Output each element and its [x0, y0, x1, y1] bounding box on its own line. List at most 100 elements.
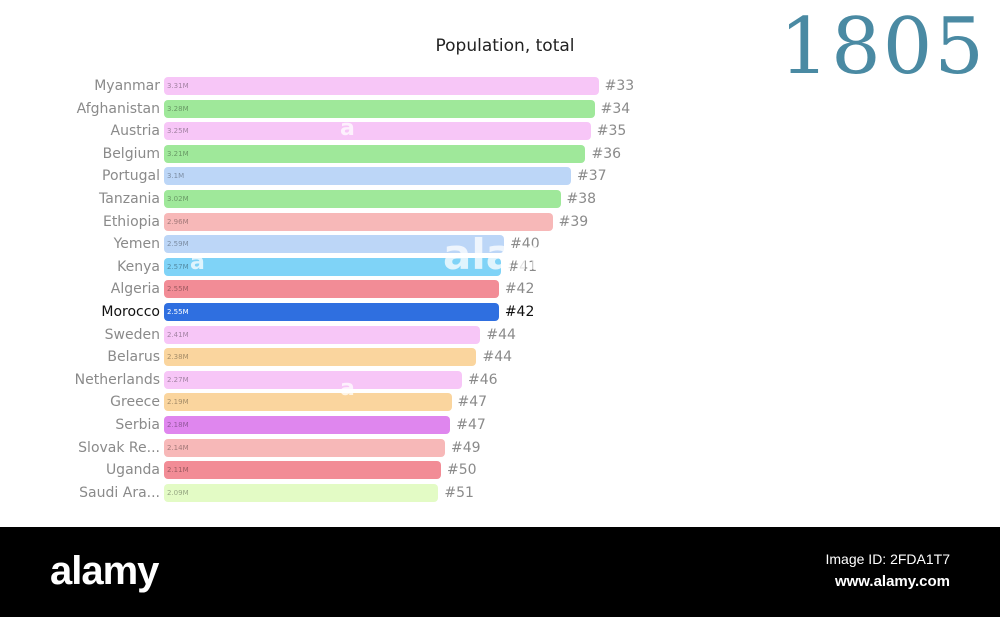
country-label: Belarus	[107, 349, 160, 366]
bar-row: Tanzania 3.02M #38	[0, 189, 1000, 209]
bar-row: Myanmar 3.31M #33	[0, 76, 1000, 96]
bar-row: Portugal 3.1M #37	[0, 166, 1000, 186]
bar-chart: Myanmar 3.31M #33 Afghanistan 3.28M #34 Austri…	[0, 76, 1000, 503]
rank-label: #33	[604, 78, 635, 94]
value-label: 2.19M	[167, 398, 189, 407]
country-label: Morocco	[101, 304, 160, 320]
bar-row: Greece 2.19M #47	[0, 392, 1000, 412]
value-label: 2.27M	[167, 375, 189, 384]
bar-row: Uganda 2.11M #50	[0, 460, 1000, 480]
bar	[164, 280, 499, 299]
rank-label: #51	[444, 484, 474, 501]
bar	[164, 416, 451, 434]
watermark-small-3: a	[340, 376, 355, 401]
chart-area: Population, total 1805 Myanmar 3.31M #33 Af…	[0, 2, 1000, 503]
bar	[164, 303, 499, 321]
bar-row: Algeria 2.55M #42	[0, 279, 1000, 299]
bar	[164, 325, 481, 344]
value-label: 2.57M	[167, 262, 189, 271]
bar-row: Kenya 2.57M #41	[0, 257, 1000, 277]
watermark-small-1: a	[340, 116, 355, 141]
footer-bar: alamy Image ID: 2FDA1T7 www.alamy.com	[0, 527, 1000, 617]
bar-row: Morocco 2.55M #42	[0, 302, 1000, 322]
bar-row: Yemen 2.59M #40	[0, 234, 1000, 254]
country-label: Ethiopia	[102, 213, 160, 230]
rank-label: #35	[596, 123, 627, 140]
country-label: Sweden	[104, 326, 160, 343]
bar	[164, 438, 445, 457]
country-label: Greece	[110, 394, 160, 411]
rank-label: #39	[558, 213, 589, 230]
rank-label: #34	[600, 100, 631, 117]
bar-row: Serbia 2.18M #47	[0, 415, 1000, 435]
bar	[164, 393, 452, 412]
value-label: 2.55M	[167, 308, 189, 316]
bar-row: Sweden 2.41M #44	[0, 325, 1000, 345]
rank-label: #41	[507, 258, 537, 275]
bar-row: Netherlands 2.27M #46	[0, 370, 1000, 390]
country-label: Belgium	[102, 145, 160, 162]
country-label: Tanzania	[99, 191, 160, 207]
bar-row: Belarus 2.38M #44	[0, 347, 1000, 367]
watermark-small-2: a	[190, 250, 205, 275]
year-label: 1805	[779, 2, 986, 92]
bar-row: Afghanistan 3.28M #34	[0, 99, 1000, 119]
value-label: 3.31M	[167, 82, 189, 90]
rank-label: #42	[504, 281, 535, 298]
bar	[164, 370, 463, 389]
bar	[164, 212, 553, 231]
country-label: Slovak Re...	[78, 439, 160, 456]
value-label: 2.55M	[167, 285, 189, 294]
chart-title: Population, total	[435, 36, 575, 56]
value-label: 2.96M	[167, 217, 189, 226]
image-id: Image ID: 2FDA1T7	[825, 551, 951, 567]
bar	[164, 77, 599, 95]
rank-label: #47	[456, 417, 486, 433]
country-label: Yemen	[113, 236, 160, 253]
bar	[164, 348, 477, 367]
bar-row: Slovak Re... 2.14M #49	[0, 438, 1000, 458]
bar-row: Belgium 3.21M #36	[0, 144, 1000, 164]
bar	[164, 99, 595, 118]
country-label: Portugal	[102, 168, 160, 185]
bar	[164, 483, 439, 502]
rank-label: #37	[577, 168, 607, 185]
value-label: 2.11M	[167, 466, 189, 475]
alamy-logo: alamy	[50, 549, 159, 593]
country-label: Kenya	[117, 258, 160, 275]
bar	[164, 461, 442, 480]
country-label: Myanmar	[94, 78, 160, 94]
rank-label: #38	[566, 191, 597, 207]
rank-label: #44	[482, 349, 513, 366]
value-label: 2.09M	[167, 488, 189, 497]
bar-row: Saudi Ara... 2.09M #51	[0, 483, 1000, 503]
country-label: Saudi Ara...	[79, 484, 160, 501]
rank-label: #47	[457, 394, 488, 411]
country-label: Austria	[110, 123, 160, 140]
value-label: 3.1M	[167, 172, 185, 181]
country-label: Algeria	[110, 281, 160, 298]
bar	[164, 122, 591, 141]
country-label: Afghanistan	[76, 100, 160, 117]
value-label: 2.14M	[167, 443, 189, 452]
value-label: 2.38M	[167, 353, 189, 362]
country-label: Uganda	[105, 462, 160, 479]
rank-label: #49	[450, 439, 481, 456]
watermark-logo: alamy	[443, 230, 586, 279]
bar-row: Austria 3.25M #35	[0, 121, 1000, 141]
rank-label: #46	[468, 371, 498, 388]
value-label: 3.21M	[167, 149, 189, 158]
rank-label: #42	[504, 304, 535, 320]
value-label: 3.02M	[167, 195, 189, 203]
country-label: Netherlands	[74, 371, 160, 388]
value-label: 2.18M	[167, 421, 189, 429]
bar	[164, 144, 586, 163]
rank-label: #50	[447, 462, 477, 479]
value-label: 2.41M	[167, 330, 189, 339]
value-label: 3.25M	[167, 127, 189, 136]
bar	[164, 257, 502, 276]
rank-label: #36	[591, 145, 622, 162]
bar	[164, 190, 561, 208]
bar	[164, 167, 572, 186]
rank-label: #40	[510, 236, 540, 253]
